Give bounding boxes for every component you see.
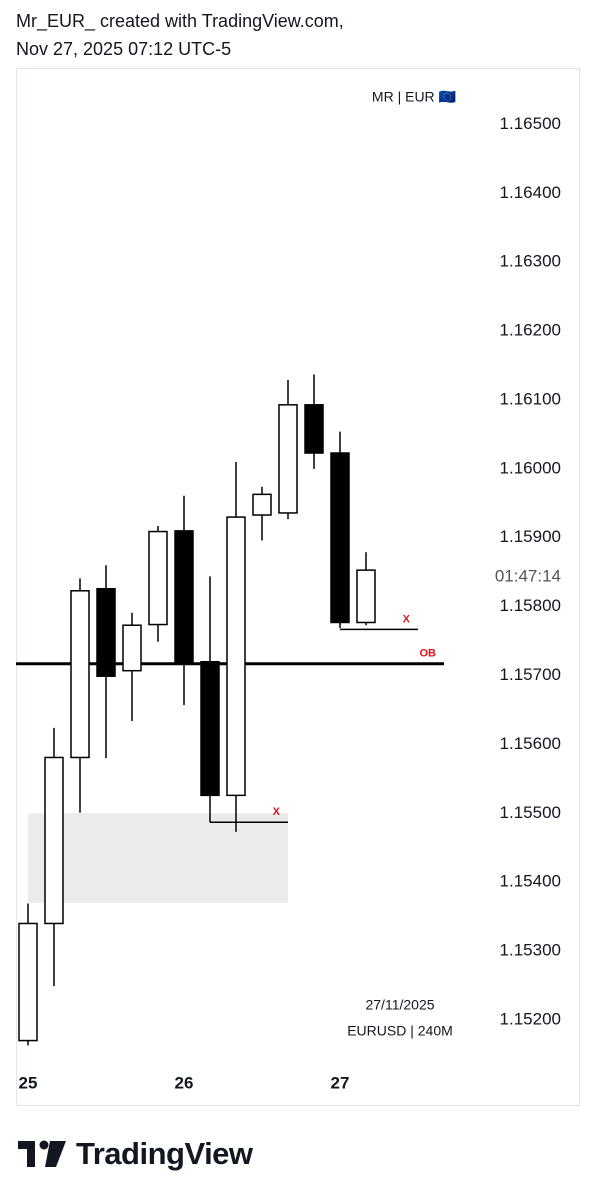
x-tick-label: 25	[19, 1073, 38, 1092]
candle-body	[304, 404, 324, 454]
candle-body	[70, 590, 90, 759]
candle-body	[252, 493, 272, 516]
x-tick-label: 26	[175, 1073, 194, 1092]
candle-body	[330, 452, 350, 624]
symbol-label: EURUSD | 240M	[347, 1023, 453, 1039]
candle-body	[200, 660, 220, 797]
candle-body	[122, 624, 142, 672]
countdown: 01:47:14	[495, 566, 561, 585]
y-tick-label: 1.16400	[500, 183, 561, 202]
candle-body	[96, 587, 116, 677]
level-label: X	[403, 613, 411, 625]
x-tick-label: 27	[331, 1073, 350, 1092]
brand: TradingView	[76, 1136, 253, 1171]
level-label: X	[273, 806, 281, 818]
y-tick-label: 1.15900	[500, 527, 561, 546]
y-tick-label: 1.15500	[500, 803, 561, 822]
date-label: 27/11/2025	[365, 997, 434, 1013]
y-tick-label: 1.16300	[500, 252, 561, 271]
y-tick-label: 1.15300	[500, 941, 561, 960]
header-line: Nov 27, 2025 07:12 UTC-5	[16, 39, 232, 59]
y-tick-label: 1.16000	[500, 458, 561, 477]
y-tick-label: 1.16500	[500, 114, 561, 133]
candle-body	[18, 922, 38, 1042]
header-line: Mr_EUR_ created with TradingView.com,	[16, 11, 344, 31]
y-tick-label: 1.15700	[500, 665, 561, 684]
y-tick-label: 1.15800	[500, 596, 561, 615]
candle-body	[148, 530, 168, 626]
candle-body	[278, 404, 298, 514]
y-tick-label: 1.15600	[500, 734, 561, 753]
footer-logo: TradingView	[18, 1136, 253, 1172]
y-tick-label: 1.16200	[500, 321, 561, 340]
y-tick-label: 1.16100	[500, 389, 561, 408]
candle-body	[356, 569, 376, 624]
logo-icon	[18, 1140, 66, 1167]
y-tick-label: 1.15200	[500, 1009, 561, 1028]
candle-body	[44, 756, 64, 925]
level-label: OB	[420, 648, 437, 660]
candle-body	[226, 516, 246, 797]
watermark: MR | EUR 🇪🇺	[372, 89, 457, 105]
chart: MR | EUR 🇪🇺 27/11/2025 EURUSD | 240M 01:…	[16, 68, 580, 1106]
chart-frame	[16, 68, 580, 1106]
zone	[28, 813, 288, 903]
candle-body	[174, 530, 194, 663]
y-tick-label: 1.15400	[500, 872, 561, 891]
